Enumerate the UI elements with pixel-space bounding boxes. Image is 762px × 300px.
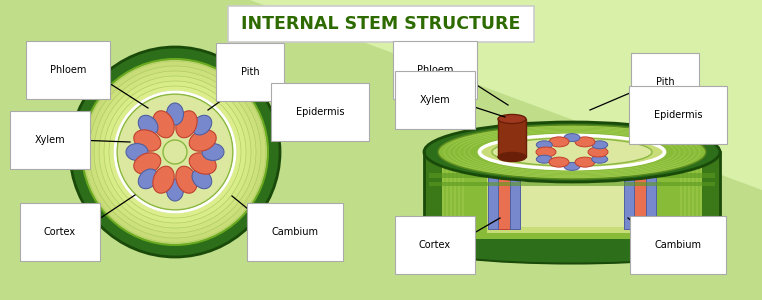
Ellipse shape xyxy=(176,166,197,193)
Ellipse shape xyxy=(192,115,212,135)
FancyBboxPatch shape xyxy=(228,6,534,42)
Ellipse shape xyxy=(153,111,174,138)
Polygon shape xyxy=(424,152,427,247)
Ellipse shape xyxy=(424,230,720,263)
Polygon shape xyxy=(454,154,456,237)
Text: Xylem: Xylem xyxy=(420,95,450,105)
Ellipse shape xyxy=(134,130,161,151)
Text: Epidermis: Epidermis xyxy=(654,110,703,120)
Text: Cambium: Cambium xyxy=(271,227,319,237)
Ellipse shape xyxy=(138,115,158,135)
Circle shape xyxy=(117,94,233,210)
Ellipse shape xyxy=(134,153,161,174)
Ellipse shape xyxy=(592,155,608,163)
Circle shape xyxy=(82,59,268,245)
Polygon shape xyxy=(700,154,702,237)
Bar xyxy=(495,166,513,229)
Ellipse shape xyxy=(498,114,526,124)
Polygon shape xyxy=(250,0,762,190)
Text: Cortex: Cortex xyxy=(44,227,76,237)
Polygon shape xyxy=(717,152,720,247)
Text: Xylem: Xylem xyxy=(35,135,66,145)
Circle shape xyxy=(119,96,231,208)
Text: Cambium: Cambium xyxy=(655,240,702,250)
Bar xyxy=(624,166,634,229)
Circle shape xyxy=(109,86,241,218)
Ellipse shape xyxy=(588,147,608,157)
Bar xyxy=(488,166,498,229)
Polygon shape xyxy=(680,154,682,237)
Polygon shape xyxy=(512,152,632,227)
Bar xyxy=(429,173,715,178)
Ellipse shape xyxy=(549,137,569,147)
Ellipse shape xyxy=(498,152,526,161)
Polygon shape xyxy=(692,154,694,237)
Bar xyxy=(429,182,715,186)
Text: Phloem: Phloem xyxy=(417,65,453,75)
Ellipse shape xyxy=(167,103,184,125)
Ellipse shape xyxy=(167,179,184,201)
Polygon shape xyxy=(462,154,464,237)
Ellipse shape xyxy=(438,125,706,179)
Ellipse shape xyxy=(575,137,595,147)
Ellipse shape xyxy=(492,138,652,166)
Ellipse shape xyxy=(536,147,556,157)
Ellipse shape xyxy=(536,141,552,149)
Ellipse shape xyxy=(549,157,569,167)
Circle shape xyxy=(94,71,256,233)
Ellipse shape xyxy=(479,135,665,169)
Polygon shape xyxy=(424,152,720,247)
Circle shape xyxy=(114,91,236,213)
Text: Cortex: Cortex xyxy=(419,240,451,250)
Text: INTERNAL STEM STRUCTURE: INTERNAL STEM STRUCTURE xyxy=(242,15,520,33)
Circle shape xyxy=(89,66,261,238)
Bar xyxy=(646,166,656,229)
Ellipse shape xyxy=(138,169,158,189)
Ellipse shape xyxy=(592,141,608,149)
Ellipse shape xyxy=(189,153,216,174)
Polygon shape xyxy=(458,154,460,237)
Bar xyxy=(631,166,649,229)
Bar xyxy=(498,119,526,157)
Polygon shape xyxy=(688,154,690,237)
Ellipse shape xyxy=(202,143,224,161)
Ellipse shape xyxy=(536,155,552,163)
Ellipse shape xyxy=(192,169,212,189)
Bar xyxy=(510,166,520,229)
Circle shape xyxy=(99,76,251,228)
Text: Epidermis: Epidermis xyxy=(296,107,344,117)
Ellipse shape xyxy=(564,134,580,142)
Polygon shape xyxy=(487,152,657,233)
Polygon shape xyxy=(446,154,448,237)
Text: Pith: Pith xyxy=(241,67,259,77)
Ellipse shape xyxy=(575,157,595,167)
Ellipse shape xyxy=(176,111,197,138)
Polygon shape xyxy=(696,154,698,237)
Polygon shape xyxy=(442,154,444,237)
Ellipse shape xyxy=(424,122,720,182)
Circle shape xyxy=(104,81,246,223)
Circle shape xyxy=(70,47,280,257)
Polygon shape xyxy=(450,154,452,237)
Circle shape xyxy=(84,61,266,243)
Ellipse shape xyxy=(153,166,174,193)
Text: Pith: Pith xyxy=(655,77,674,87)
Ellipse shape xyxy=(189,130,216,151)
Ellipse shape xyxy=(126,143,148,161)
Polygon shape xyxy=(684,154,686,237)
Ellipse shape xyxy=(564,162,580,170)
Text: Phloem: Phloem xyxy=(50,65,86,75)
Polygon shape xyxy=(442,152,702,239)
Circle shape xyxy=(163,140,187,164)
